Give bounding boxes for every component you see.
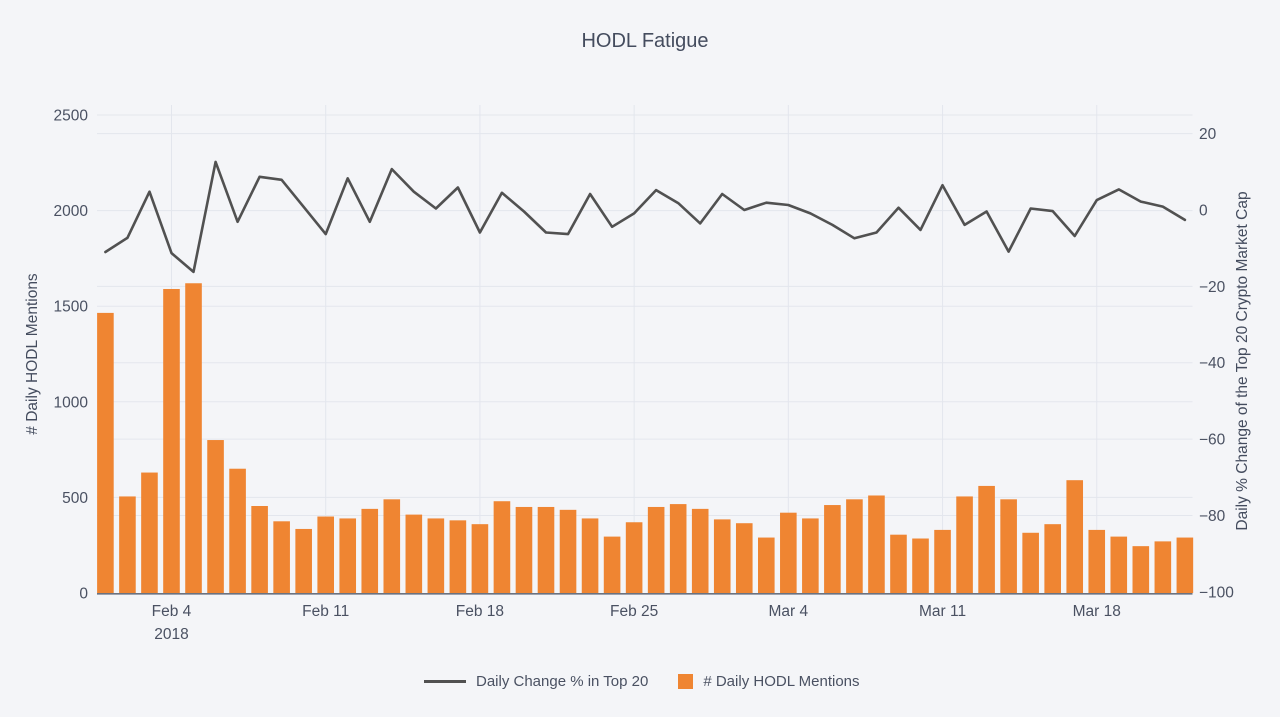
bar bbox=[427, 518, 445, 593]
bar bbox=[449, 520, 467, 593]
x-tick-label: Feb 11 bbox=[302, 603, 349, 620]
bar bbox=[868, 495, 885, 593]
legend: Daily Change % in Top 20 # Daily HODL Me… bbox=[424, 673, 860, 690]
y-left-tick-label: 500 bbox=[62, 490, 88, 507]
bar bbox=[647, 506, 665, 593]
y-left-tick-label: 0 bbox=[79, 586, 88, 603]
bar bbox=[603, 536, 621, 593]
bar bbox=[515, 506, 533, 593]
bar bbox=[119, 496, 136, 593]
x-tick-label: Feb 25 bbox=[610, 603, 658, 620]
bar bbox=[1176, 537, 1194, 593]
legend-line-label: Daily Change % in Top 20 bbox=[476, 673, 649, 690]
y-left-tick-label: 1500 bbox=[54, 299, 89, 316]
bar bbox=[251, 506, 268, 593]
y-right-tick-label: −40 bbox=[1199, 355, 1226, 372]
line-series bbox=[104, 160, 1187, 274]
y-right-tick-label: −20 bbox=[1199, 279, 1226, 296]
bar bbox=[559, 509, 577, 593]
bar bbox=[956, 496, 973, 593]
y-left-tick-label: 1000 bbox=[54, 394, 89, 411]
bar bbox=[141, 472, 158, 593]
bar bbox=[185, 283, 202, 593]
chart-title: HODL Fatigue bbox=[581, 30, 708, 52]
left-axis-title: # Daily HODL Mentions bbox=[24, 273, 41, 435]
x-tick-label: Mar 11 bbox=[919, 603, 966, 620]
bar bbox=[1066, 480, 1084, 593]
bar bbox=[758, 537, 775, 593]
bar bbox=[1000, 499, 1017, 593]
bar bbox=[890, 534, 907, 593]
x-tick-label: Feb 18 bbox=[456, 603, 504, 620]
bar bbox=[691, 508, 709, 593]
bar bbox=[1088, 529, 1106, 593]
bar bbox=[273, 521, 290, 593]
bar bbox=[317, 516, 334, 593]
x-tick-label: Feb 4 bbox=[152, 603, 192, 620]
bar bbox=[1154, 541, 1172, 593]
bar bbox=[383, 499, 401, 593]
bar bbox=[405, 514, 423, 593]
y-left-tick-label: 2500 bbox=[54, 108, 89, 125]
y-left-tick-label: 2000 bbox=[54, 203, 89, 220]
bar bbox=[207, 440, 224, 593]
bar bbox=[1132, 546, 1150, 593]
bar bbox=[780, 512, 797, 593]
right-axis-title: Daily % Change of the Top 20 Crypto Mark… bbox=[1234, 191, 1251, 530]
y-right-tick-label: −100 bbox=[1199, 584, 1234, 601]
x-tick-label: Mar 4 bbox=[769, 603, 809, 620]
y-right-tick-label: −60 bbox=[1199, 432, 1226, 449]
bar bbox=[713, 519, 731, 593]
bar bbox=[493, 501, 511, 593]
bar bbox=[625, 522, 643, 593]
y-right-tick-label: −80 bbox=[1199, 508, 1226, 525]
bar bbox=[846, 499, 863, 593]
bar bbox=[1044, 524, 1061, 593]
bar bbox=[163, 288, 180, 593]
legend-item-line[interactable]: Daily Change % in Top 20 bbox=[424, 673, 648, 690]
bar bbox=[1022, 532, 1039, 593]
bar bbox=[295, 528, 312, 593]
x-tick-label: Mar 18 bbox=[1073, 603, 1121, 620]
bar bbox=[912, 538, 929, 593]
bar-swatch-square bbox=[678, 674, 694, 689]
bar bbox=[339, 518, 357, 593]
bar bbox=[978, 485, 995, 593]
x-tick-sublabel: 2018 bbox=[154, 626, 188, 643]
y-right-tick-label: 0 bbox=[1199, 203, 1208, 220]
bar bbox=[471, 524, 489, 593]
bar bbox=[735, 523, 753, 593]
bar bbox=[1110, 536, 1128, 593]
bar bbox=[581, 518, 599, 593]
bar bbox=[229, 468, 246, 593]
bar bbox=[669, 504, 687, 593]
legend-item-bars[interactable]: # Daily HODL Mentions bbox=[678, 673, 860, 690]
bar bbox=[361, 508, 379, 593]
bar bbox=[802, 518, 819, 593]
bar bbox=[934, 529, 951, 593]
y-right-tick-label: 20 bbox=[1199, 126, 1217, 143]
bar bbox=[97, 312, 114, 593]
line-swatch bbox=[424, 680, 466, 683]
bar bbox=[537, 506, 555, 593]
bar bbox=[824, 505, 841, 593]
legend-bar-label: # Daily HODL Mentions bbox=[703, 673, 860, 690]
